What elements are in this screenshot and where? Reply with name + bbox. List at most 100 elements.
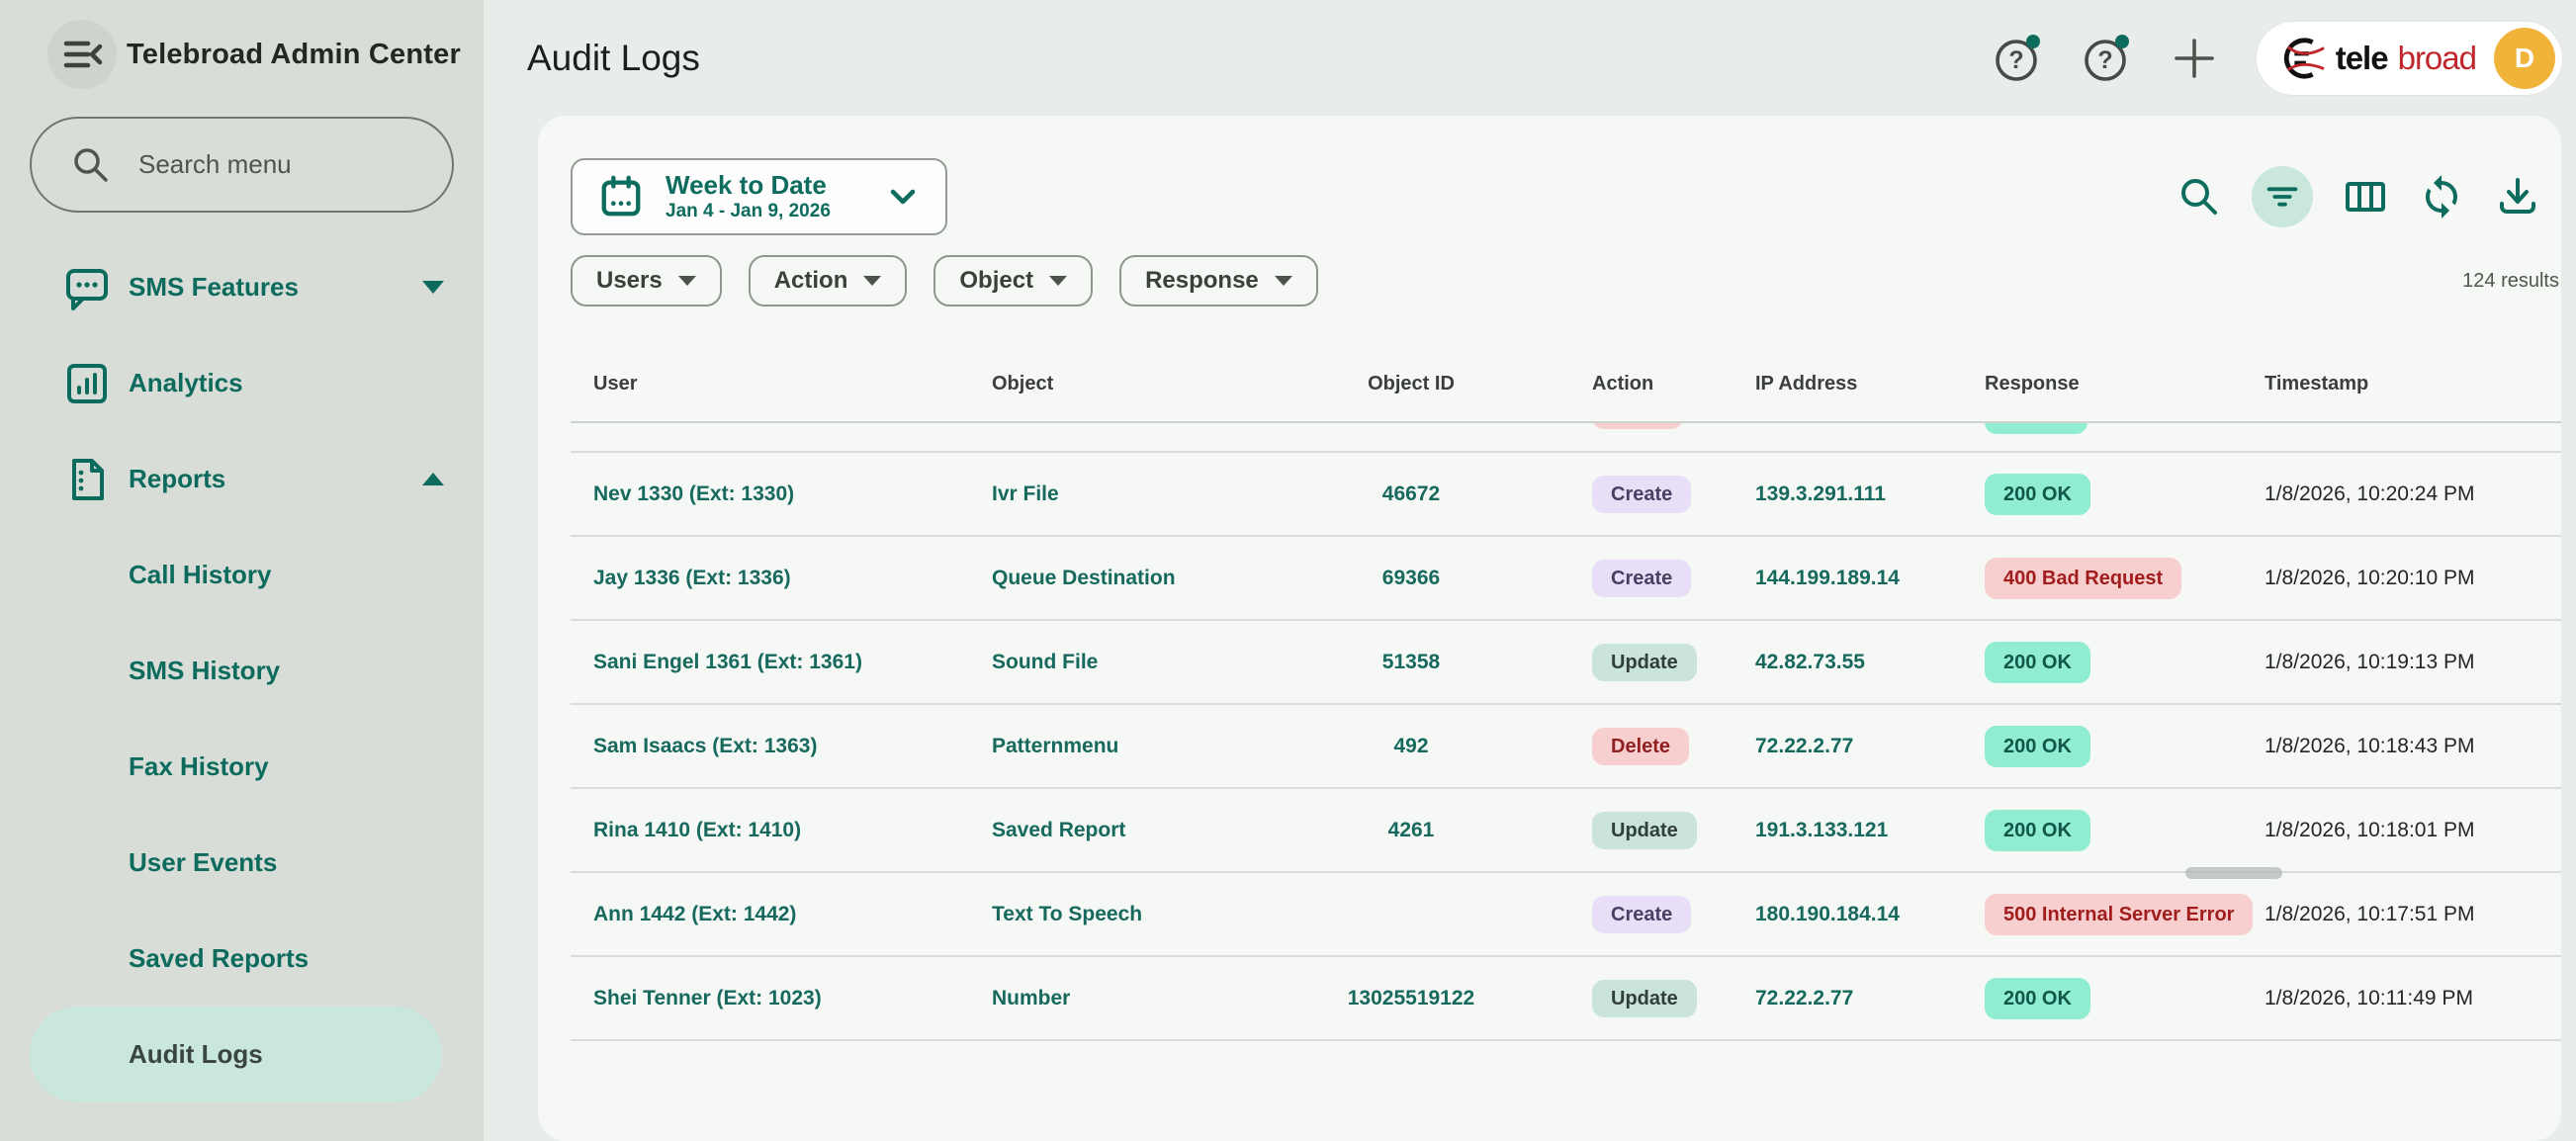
chevron-up-icon <box>422 473 444 485</box>
cell-timestamp: 1/8/2026, 10:20:10 PM <box>2265 566 2475 589</box>
cell-object: Sound File <box>992 650 1099 673</box>
cell-ip-address: 180.190.184.14 <box>1755 902 1900 925</box>
action-badge: Update <box>1592 811 1697 849</box>
sidebar-item-fax-history[interactable]: Fax History <box>129 751 269 781</box>
table-row[interactable]: Ann 1442 (Ext: 1442) Text To Speech Crea… <box>571 873 2561 957</box>
filter-chip-action[interactable]: Action <box>748 255 908 307</box>
table-row[interactable]: Nev 1330 (Ext: 1330) Ivr File 46672 Crea… <box>571 453 2561 537</box>
cell-user: Ann 1442 (Ext: 1442) <box>593 902 797 925</box>
columns-icon[interactable] <box>2342 173 2389 220</box>
filter-chips: Users Action Object Response <box>571 255 1318 307</box>
column-header-user: User <box>593 373 638 395</box>
sidebar-item-call-history[interactable]: Call History <box>129 560 272 589</box>
column-header-ip: IP Address <box>1755 373 1858 395</box>
cell-object: Number <box>992 986 1071 1009</box>
menu-open-icon <box>58 31 106 78</box>
main-header: Audit Logs ? ? <box>484 0 2576 116</box>
action-badge: Create <box>1592 895 1692 933</box>
sidebar-item-label: SMS Features <box>129 272 299 302</box>
table-row[interactable]: Sam Isaacs (Ext: 1363) Patternmenu 492 D… <box>571 705 2561 789</box>
table-row[interactable]: Jay 1336 (Ext: 1336) Queue Destination 6… <box>571 537 2561 621</box>
cell-object-id: 51358 <box>1381 650 1441 673</box>
avatar[interactable]: D <box>2494 27 2555 89</box>
response-badge: 500 Internal Server Error <box>1985 893 2254 935</box>
action-badge: Create <box>1592 559 1692 597</box>
cell-object: Saved Report <box>992 818 1126 841</box>
sidebar-item-analytics[interactable]: Analytics <box>0 335 484 431</box>
sms-features-icon <box>63 264 111 311</box>
telebroad-logo <box>2280 36 2326 81</box>
response-badge: 200 OK <box>1985 809 2090 851</box>
chevron-down-icon <box>863 276 882 286</box>
sidebar-item-saved-reports[interactable]: Saved Reports <box>129 943 310 973</box>
column-header-action: Action <box>1592 373 1654 395</box>
help-button-2[interactable]: ? <box>2082 33 2133 84</box>
filter-icon <box>2260 174 2305 219</box>
filter-chip-response[interactable]: Response <box>1119 255 1318 307</box>
scrollbar-thumb[interactable] <box>2185 867 2282 879</box>
cell-timestamp: 1/8/2026, 10:20:24 PM <box>2265 482 2475 505</box>
cell-object: Text To Speech <box>992 902 1143 925</box>
clipped-response-badge <box>1985 423 2087 434</box>
filter-row: Users Action Object Response 124 results <box>571 255 2561 307</box>
action-badge: Update <box>1592 643 1697 681</box>
sidebar: Telebroad Admin Center Search menu <box>0 0 484 1141</box>
search-menu-input[interactable]: Search menu <box>30 117 454 213</box>
filter-button-active[interactable] <box>2252 166 2313 227</box>
action-badge: Create <box>1592 475 1692 513</box>
page-title: Audit Logs <box>527 37 700 78</box>
calendar-icon <box>598 174 644 219</box>
cell-user: Shei Tenner (Ext: 1023) <box>593 986 822 1009</box>
notification-dot <box>2114 34 2129 48</box>
sidebar-item-label: Analytics <box>129 368 243 397</box>
column-header-timestamp: Timestamp <box>2265 373 2369 395</box>
partially-scrolled-row <box>571 423 2561 453</box>
column-header-object: Object <box>992 373 1054 395</box>
table-search-icon[interactable] <box>2176 173 2223 220</box>
cell-user: Rina 1410 (Ext: 1410) <box>593 818 802 841</box>
sidebar-nav: SMS Features Analytics <box>0 239 484 1102</box>
chevron-down-icon <box>677 276 696 286</box>
table-row[interactable]: Sani Engel 1361 (Ext: 1361) Sound File 5… <box>571 621 2561 705</box>
table-tools <box>2176 166 2541 227</box>
cell-object: Ivr File <box>992 482 1059 505</box>
filter-chip-users[interactable]: Users <box>571 255 722 307</box>
date-range-label: Week to Date <box>666 170 827 201</box>
content-card: Week to Date Jan 4 - Jan 9, 2026 <box>538 116 2561 1141</box>
cell-ip-address: 139.3.291.111 <box>1755 482 1886 505</box>
date-range-picker[interactable]: Week to Date Jan 4 - Jan 9, 2026 <box>571 158 947 235</box>
cell-timestamp: 1/8/2026, 10:17:51 PM <box>2265 902 2475 925</box>
cell-timestamp: 1/8/2026, 10:19:13 PM <box>2265 650 2475 673</box>
table-body: Nev 1330 (Ext: 1330) Ivr File 46672 Crea… <box>571 453 2561 1041</box>
download-icon[interactable] <box>2494 173 2541 220</box>
response-badge: 200 OK <box>1985 725 2090 767</box>
sidebar-item-sms-features[interactable]: SMS Features <box>0 239 484 335</box>
brand-text-broad: broad <box>2397 39 2477 76</box>
toolbar: Week to Date Jan 4 - Jan 9, 2026 <box>571 158 2561 235</box>
help-button-1[interactable]: ? <box>1993 33 2044 84</box>
response-badge: 200 OK <box>1985 473 2090 515</box>
main-area: Audit Logs ? ? <box>484 0 2576 1141</box>
cell-object-id: 4261 <box>1387 818 1435 841</box>
menu-toggle-button[interactable] <box>47 20 117 89</box>
cell-ip-address: 42.82.73.55 <box>1755 650 1865 673</box>
action-badge: Delete <box>1592 727 1690 765</box>
cell-object-id: 492 <box>1393 734 1429 757</box>
sidebar-header: Telebroad Admin Center <box>0 0 484 109</box>
sidebar-item-reports[interactable]: Reports <box>0 431 484 527</box>
sidebar-item-user-events[interactable]: User Events <box>129 847 278 877</box>
account-menu[interactable]: tele broad D <box>2255 20 2563 96</box>
sidebar-item-sms-history[interactable]: SMS History <box>129 656 281 685</box>
filter-chip-object[interactable]: Object <box>933 255 1094 307</box>
table-row[interactable]: Rina 1410 (Ext: 1410) Saved Report 4261 … <box>571 789 2561 873</box>
refresh-icon[interactable] <box>2418 173 2465 220</box>
add-button[interactable] <box>2171 35 2218 82</box>
search-menu-placeholder: Search menu <box>138 149 292 179</box>
search-icon <box>69 143 113 187</box>
response-badge: 200 OK <box>1985 641 2090 683</box>
audit-logs-table: User Object Object ID Action IP Address … <box>571 338 2561 1041</box>
table-row[interactable]: Shei Tenner (Ext: 1023) Number 130255191… <box>571 957 2561 1041</box>
results-count: 124 results <box>2462 269 2559 292</box>
sidebar-item-audit-logs[interactable]: Audit Logs <box>30 1007 442 1102</box>
